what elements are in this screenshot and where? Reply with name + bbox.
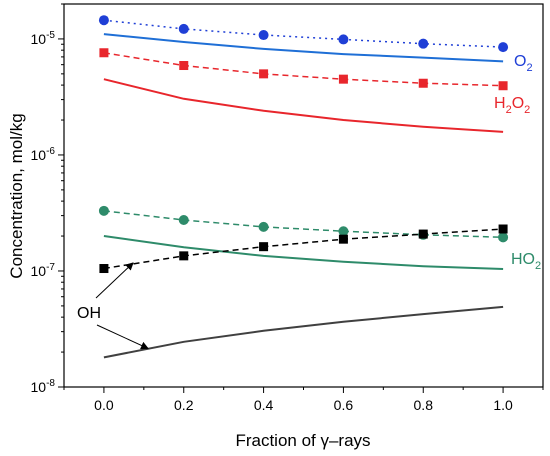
series-line-OH [103,228,504,270]
data-point [498,81,508,91]
series-layer [98,15,509,359]
series-label-HO2: HO2 [511,251,541,272]
plot-frame [63,3,544,388]
y-tick-label: 10-6 [31,146,56,163]
data-point [498,232,509,243]
data-point [338,226,349,237]
x-axis-label: Fraction of γ–rays [235,431,370,450]
oh-arrow-lower [96,324,149,350]
x-tick-label: 0.4 [254,397,274,413]
series-line-O2 [103,19,504,48]
data-point [178,215,189,226]
series-line-curve-7 [103,305,504,359]
data-point [178,23,189,34]
data-point [179,251,189,261]
y-tick-label: 10-7 [31,262,56,279]
data-point [418,38,429,49]
data-point [498,224,508,234]
data-point [418,229,428,239]
data-point [338,234,348,244]
data-point [98,205,109,216]
data-point [498,42,509,53]
data-point [259,69,269,79]
series-line-HO2 [103,210,504,239]
y-tick-label: 10-8 [31,378,56,395]
y-tick-label: 10-5 [31,30,56,47]
series-label-H2O2: H2O2 [494,95,530,116]
x-tick-label: 0.0 [94,397,114,413]
data-point [338,74,348,84]
x-tick-label: 1.0 [493,397,513,413]
data-point [259,242,269,252]
data-point [258,221,269,232]
axis-ticks: 0.0 0.2 0.4 0.6 0.8 1.0 10-8 10-7 10-6 10-5 [31,3,544,413]
data-point [99,48,109,58]
data-point [99,264,109,274]
series-line-curve-3 [103,78,504,133]
series-line-curve-1 [103,33,504,63]
data-point [258,30,269,41]
oh-arrow-upper [95,262,134,299]
y-axis-label: Concentration, mol/kg [7,113,26,278]
data-point [179,61,189,71]
series-labels: O2 H2O2 HO2 OH [77,53,541,350]
series-line-curve-5 [103,235,504,270]
data-point [418,78,428,88]
series-line-H2O2 [103,52,504,87]
series-label-O2: O2 [514,53,533,74]
data-point [98,15,109,26]
data-point [338,34,349,45]
x-tick-label: 0.2 [174,397,194,413]
x-tick-label: 0.8 [414,397,434,413]
series-label-OH: OH [77,305,101,322]
x-tick-label: 0.6 [334,397,354,413]
